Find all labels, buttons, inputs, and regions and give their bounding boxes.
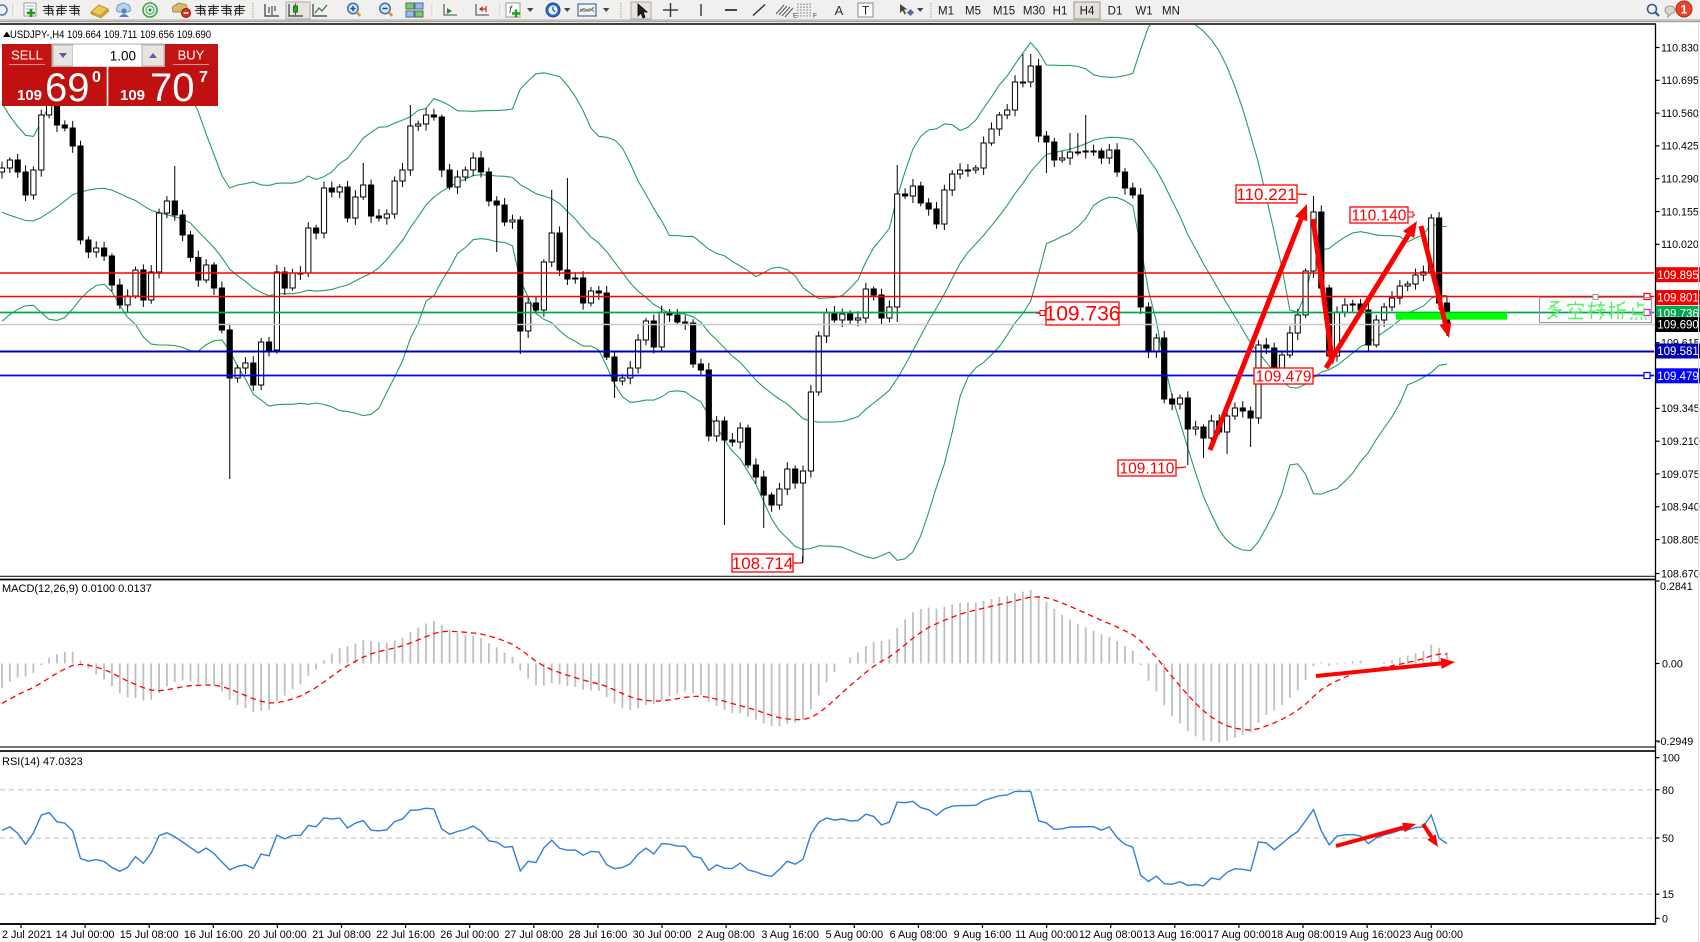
svg-text:100: 100	[1662, 753, 1680, 765]
svg-text:50: 50	[1662, 833, 1674, 845]
svg-text:A: A	[835, 3, 844, 18]
svg-text:19 Aug 16:00: 19 Aug 16:00	[1335, 929, 1399, 941]
svg-text:109: 109	[17, 87, 42, 104]
svg-text:109.479: 109.479	[1255, 368, 1311, 385]
svg-text:2 Aug 08:00: 2 Aug 08:00	[697, 929, 755, 941]
svg-text:14 Jul 00:00: 14 Jul 00:00	[56, 929, 115, 941]
svg-text:USDJPY-,H4 109.664 109.711 10: USDJPY-,H4 109.664 109.711 109.656 109.6…	[10, 29, 211, 41]
svg-text:108.670: 108.670	[1661, 568, 1700, 580]
svg-text:109.690: 109.690	[1657, 320, 1699, 332]
svg-text:f: f	[509, 5, 513, 16]
svg-text:27 Jul 08:00: 27 Jul 08:00	[504, 929, 563, 941]
svg-text:26 Jul 00:00: 26 Jul 00:00	[440, 929, 499, 941]
svg-text:110.020: 110.020	[1661, 239, 1699, 251]
svg-text:BUY: BUY	[178, 48, 205, 63]
svg-text:D1: D1	[1108, 6, 1123, 18]
svg-text:110.140: 110.140	[1352, 207, 1407, 224]
svg-text:0.00: 0.00	[1662, 659, 1683, 671]
svg-text:16 Jul 16:00: 16 Jul 16:00	[184, 929, 243, 941]
svg-text:15 Jul 08:00: 15 Jul 08:00	[120, 929, 179, 941]
svg-text:110.155: 110.155	[1661, 206, 1699, 218]
svg-text:30 Jul 00:00: 30 Jul 00:00	[633, 929, 692, 941]
svg-text:80: 80	[1662, 785, 1674, 797]
svg-text:110.221: 110.221	[1236, 185, 1296, 204]
svg-text:1: 1	[1681, 3, 1688, 17]
svg-text:69: 69	[45, 66, 90, 110]
svg-text:109.801: 109.801	[1657, 293, 1699, 305]
svg-text:2 Jul 2021: 2 Jul 2021	[2, 929, 52, 941]
svg-text:T: T	[862, 4, 870, 18]
svg-text:17 Aug 00:00: 17 Aug 00:00	[1207, 929, 1271, 941]
svg-text:18 Aug 08:00: 18 Aug 08:00	[1271, 929, 1335, 941]
svg-text:13 Aug 16:00: 13 Aug 16:00	[1143, 929, 1207, 941]
svg-text:108.714: 108.714	[732, 554, 793, 573]
svg-text:M30: M30	[1023, 6, 1045, 18]
svg-text:M15: M15	[993, 6, 1015, 18]
svg-text:H1: H1	[1053, 6, 1068, 18]
svg-text:MN: MN	[1162, 6, 1180, 18]
svg-text:70: 70	[150, 66, 195, 110]
svg-text:22 Jul 16:00: 22 Jul 16:00	[376, 929, 435, 941]
svg-text:109.895: 109.895	[1657, 270, 1699, 282]
svg-text:6 Aug 08:00: 6 Aug 08:00	[890, 929, 948, 941]
svg-text:3 Aug 16:00: 3 Aug 16:00	[761, 929, 819, 941]
svg-text:MACD(12,26,9) 0.0100 0.0137: MACD(12,26,9) 0.0100 0.0137	[2, 583, 152, 595]
svg-text:23 Aug 00:00: 23 Aug 00:00	[1399, 929, 1463, 941]
svg-text:21 Jul 08:00: 21 Jul 08:00	[312, 929, 371, 941]
svg-text:110.830: 110.830	[1661, 42, 1699, 54]
svg-text:110.290: 110.290	[1661, 174, 1699, 186]
svg-text:1.00: 1.00	[110, 49, 136, 64]
svg-text:0: 0	[1662, 913, 1668, 925]
svg-text:0.2841: 0.2841	[1660, 581, 1693, 593]
svg-text:20 Jul 00:00: 20 Jul 00:00	[248, 929, 307, 941]
svg-text:E: E	[793, 13, 798, 20]
svg-text:9 Aug 16:00: 9 Aug 16:00	[954, 929, 1012, 941]
svg-text:RSI(14) 47.0323: RSI(14) 47.0323	[2, 756, 83, 768]
svg-text:11 Aug 00:00: 11 Aug 00:00	[1015, 929, 1078, 941]
svg-text:5 Aug 00:00: 5 Aug 00:00	[825, 929, 883, 941]
svg-text:110.695: 110.695	[1661, 75, 1699, 87]
svg-text:M1: M1	[938, 6, 954, 18]
svg-text:109.210: 109.210	[1661, 436, 1700, 448]
svg-text:108.940: 108.940	[1661, 502, 1700, 514]
svg-text:W1: W1	[1135, 6, 1152, 18]
svg-text:110.560: 110.560	[1661, 108, 1699, 120]
svg-text:28 Jul 16:00: 28 Jul 16:00	[568, 929, 627, 941]
svg-text:F: F	[813, 13, 817, 20]
svg-text:-0.2949: -0.2949	[1657, 736, 1693, 748]
svg-text:109.075: 109.075	[1661, 469, 1700, 481]
svg-text:M5: M5	[965, 6, 981, 18]
svg-text:7: 7	[199, 69, 208, 86]
svg-text:108.805: 108.805	[1661, 534, 1700, 546]
svg-text:109.345: 109.345	[1661, 403, 1700, 415]
svg-text:12 Aug 08:00: 12 Aug 08:00	[1079, 929, 1143, 941]
svg-text:109.479: 109.479	[1657, 371, 1699, 383]
svg-text:110.425: 110.425	[1661, 141, 1699, 153]
svg-text:0: 0	[92, 69, 101, 86]
svg-text:15: 15	[1662, 889, 1674, 901]
svg-text:H4: H4	[1080, 6, 1095, 18]
svg-text:SELL: SELL	[11, 48, 43, 63]
svg-text:109.110: 109.110	[1120, 460, 1175, 477]
svg-text:109.736: 109.736	[1045, 303, 1121, 326]
svg-text:109.581: 109.581	[1657, 346, 1699, 358]
svg-text:109: 109	[120, 87, 145, 104]
